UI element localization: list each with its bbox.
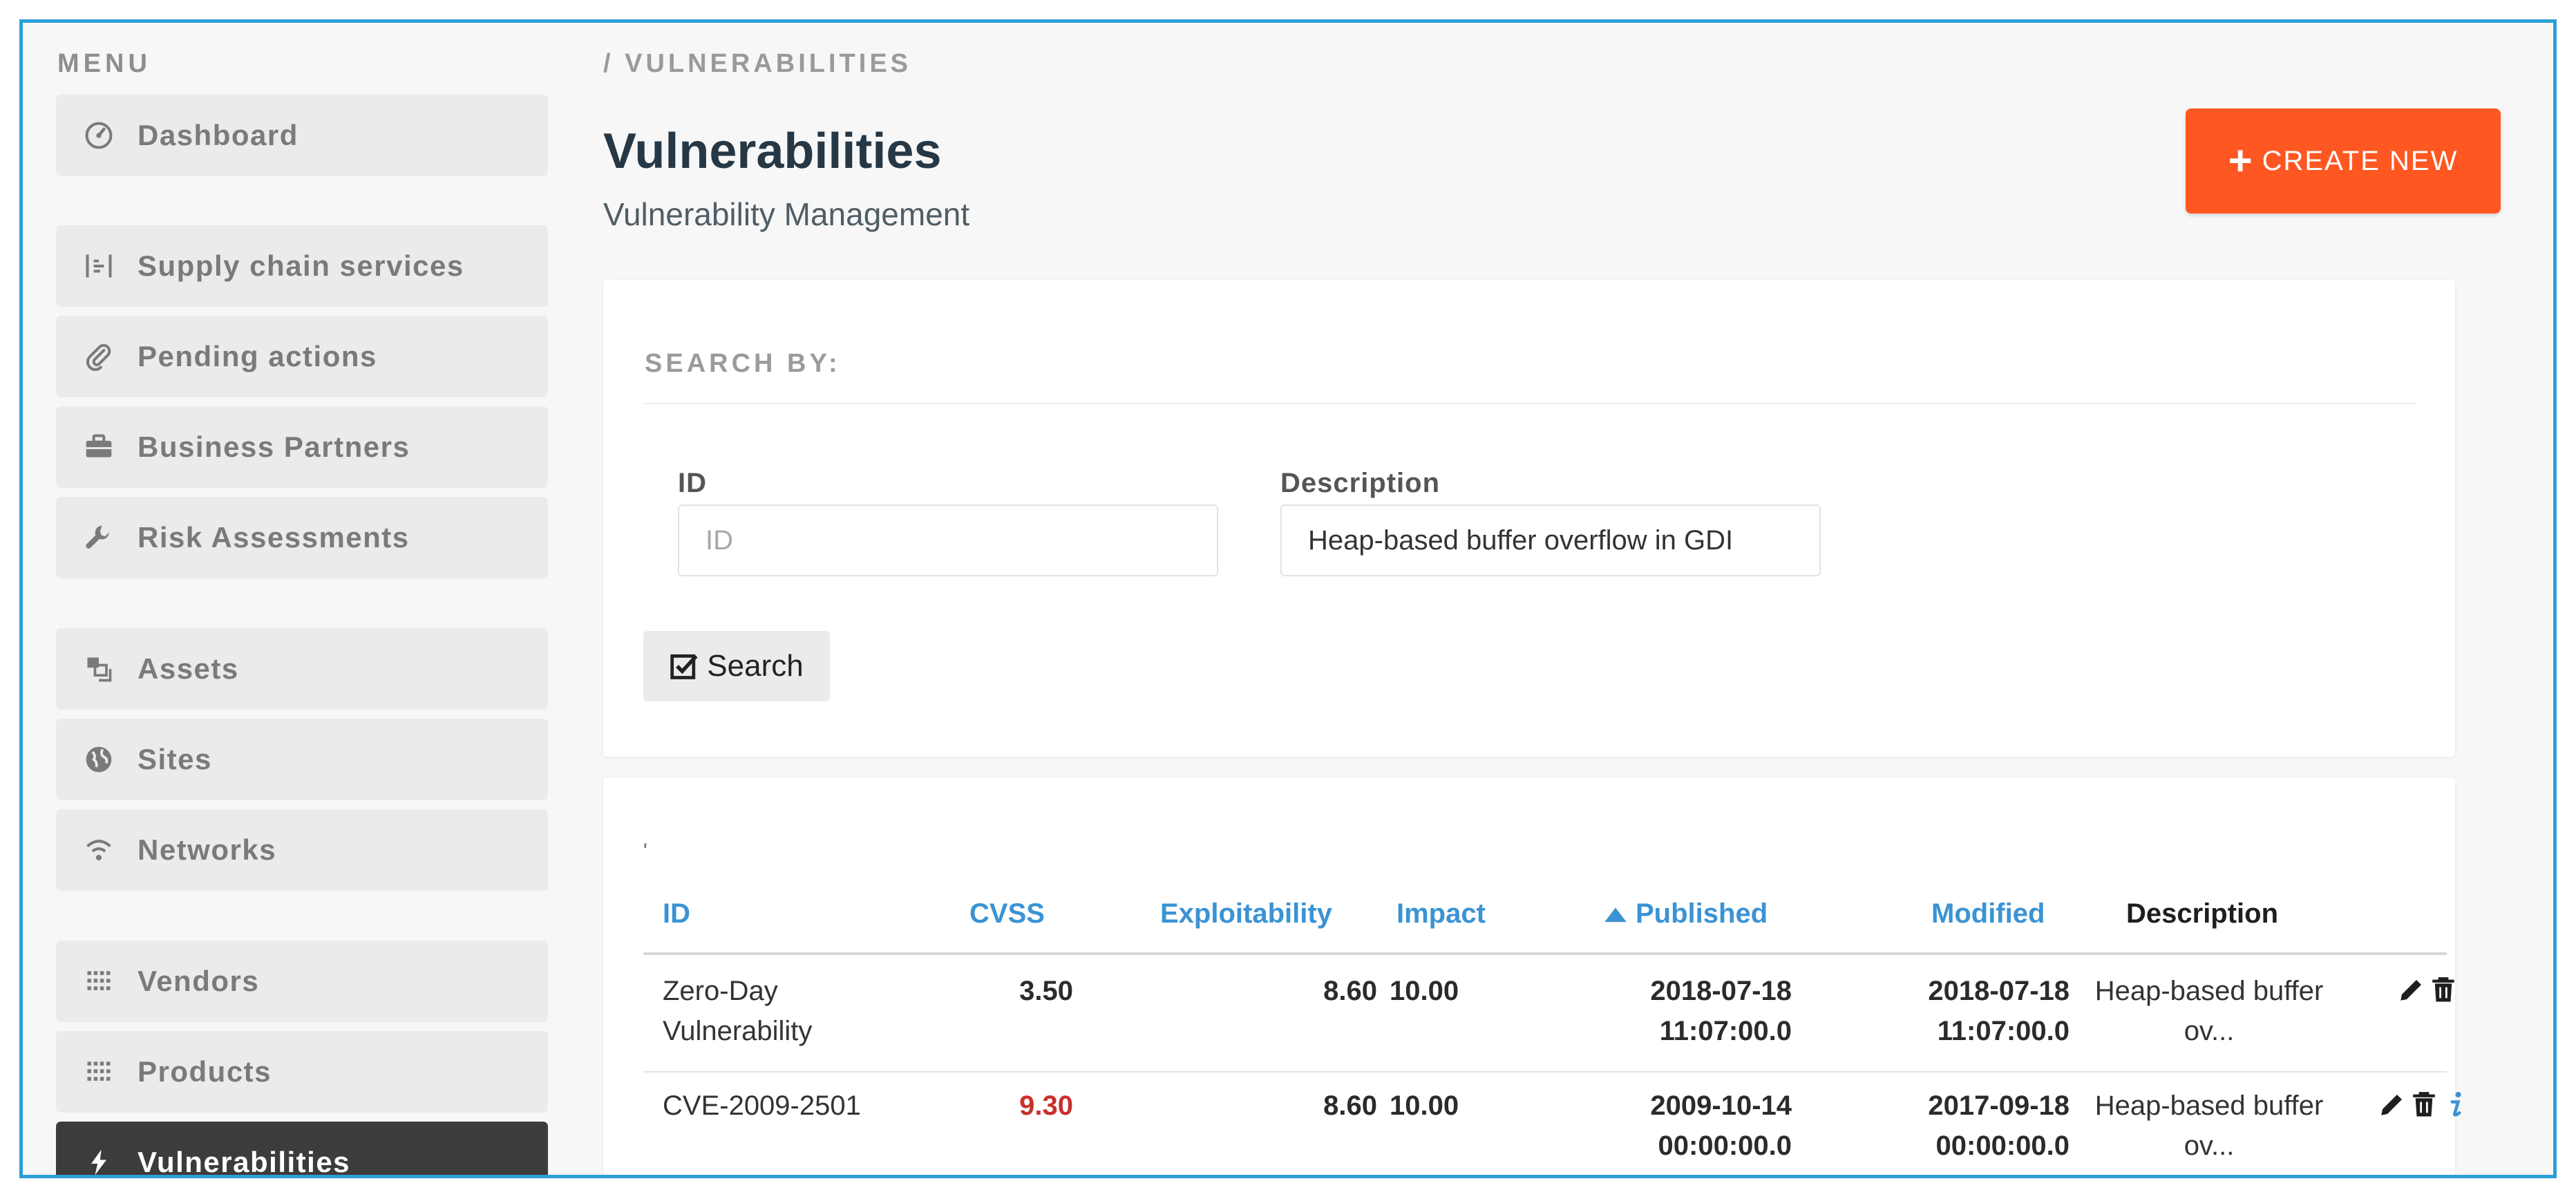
sidebar-item-label: Products [138, 1055, 272, 1088]
column-header-published[interactable]: Published [1602, 898, 1768, 929]
search-button[interactable]: Search [643, 631, 830, 701]
sidebar-item-vulnerabilities[interactable]: Vulnerabilities [56, 1122, 548, 1178]
sidebar-item-label: Vendors [138, 965, 260, 997]
column-header-exploitability[interactable]: Exploitability [1160, 898, 1332, 929]
cell-exploitability: 8.60 [1323, 1091, 1377, 1121]
create-new-button[interactable]: + CREATE NEW [2186, 108, 2501, 214]
app-frame: MENU Dashboard Supply chain services Pen… [19, 19, 2557, 1178]
grid-icon [82, 965, 115, 998]
checkbox-icon [670, 654, 698, 679]
header-divider [643, 952, 2447, 955]
search-panel: SEARCH BY: ID Description Search [603, 280, 2455, 757]
briefcase-icon [82, 431, 115, 464]
cell-exploitability: 8.60 [1323, 976, 1377, 1006]
search-title: SEARCH BY: [645, 349, 841, 378]
cell-impact: 10.00 [1390, 976, 1459, 1006]
row-actions [2378, 1090, 2473, 1119]
sidebar-item-label: Networks [138, 833, 277, 866]
sidebar-item-label: Pending actions [138, 340, 377, 372]
globe-icon [82, 743, 115, 776]
delete-icon[interactable] [2409, 1090, 2438, 1119]
sidebar-item-sites[interactable]: Sites [56, 719, 548, 800]
description-label: Description [1280, 468, 1441, 498]
search-button-label: Search [707, 649, 804, 683]
cell-published: 2009-10-14 00:00:00.0 [1650, 1091, 1792, 1161]
sidebar-item-pending-actions[interactable]: Pending actions [56, 316, 548, 397]
sidebar-item-assets[interactable]: Assets [56, 628, 548, 710]
sidebar-item-networks[interactable]: Networks [56, 809, 548, 891]
cell-modified: 2017-09-18 00:00:00.0 [1928, 1091, 2070, 1161]
grid-icon [82, 1055, 115, 1088]
page-subtitle: Vulnerability Management [603, 196, 970, 232]
sidebar-item-label: Risk Assessments [138, 521, 410, 554]
sidebar-item-label: Assets [138, 652, 239, 685]
sidebar-item-dashboard[interactable]: Dashboard [56, 95, 548, 176]
sidebar-item-business-partners[interactable]: Business Partners [56, 406, 548, 488]
wifi-icon [82, 833, 115, 867]
create-new-label: CREATE NEW [2262, 145, 2459, 176]
plus-icon: + [2228, 138, 2254, 184]
cell-cvss: 9.30 [1019, 1091, 1073, 1121]
paperclip-icon [82, 340, 115, 373]
wrench-icon [82, 521, 115, 554]
cell-description: Heap-based buffer ov... [2094, 1091, 2324, 1161]
sidebar-item-label: Business Partners [138, 431, 410, 463]
sidebar-item-label: Dashboard [138, 119, 299, 151]
edit-icon[interactable] [2397, 975, 2426, 1004]
cell-id: CVE-2009-2501 [663, 1091, 861, 1121]
sidebar-item-label: Vulnerabilities [138, 1146, 351, 1178]
id-input[interactable] [678, 504, 1218, 576]
sidebar-item-vendors[interactable]: Vendors [56, 941, 548, 1022]
assets-icon [82, 652, 115, 686]
column-header-cvss[interactable]: CVSS [969, 898, 1045, 929]
divider [643, 403, 2415, 404]
sort-ascending-icon [1604, 907, 1627, 922]
page-title: Vulnerabilities [603, 124, 942, 179]
breadcrumb: / VULNERABILITIES [603, 49, 912, 78]
sidebar-item-supply-chain[interactable]: Supply chain services [56, 225, 548, 307]
cell-id: Zero-Day Vulnerability [663, 976, 813, 1046]
column-header-label: Published [1636, 898, 1768, 929]
cell-published: 2018-07-18 11:07:00.0 [1650, 976, 1792, 1046]
sidebar-item-label: Sites [138, 743, 212, 775]
id-label: ID [678, 468, 707, 498]
column-header-id[interactable]: ID [663, 898, 690, 929]
cell-impact: 10.00 [1390, 1091, 1459, 1121]
table-marker: ' [643, 840, 647, 862]
description-input[interactable] [1280, 504, 1821, 576]
cell-modified: 2018-07-18 11:07:00.0 [1928, 976, 2070, 1046]
cell-cvss: 3.50 [1019, 976, 1073, 1006]
cell-description: Heap-based buffer ov... [2094, 976, 2324, 1046]
results-table: ' ID CVSS Exploitability Impact Publishe… [603, 777, 2461, 1175]
dashboard-icon [82, 119, 115, 152]
bolt-icon [82, 1146, 115, 1175]
delete-icon[interactable] [2429, 975, 2458, 1004]
edit-icon[interactable] [2378, 1090, 2407, 1119]
sidebar-title: MENU [57, 49, 151, 78]
sidebar-item-products[interactable]: Products [56, 1031, 548, 1113]
row-actions [2397, 975, 2461, 1004]
row-divider [643, 1071, 2447, 1073]
sidebar-item-label: Supply chain services [138, 249, 464, 282]
column-header-description: Description [2126, 898, 2279, 929]
sidebar-item-risk-assessments[interactable]: Risk Assessments [56, 497, 548, 578]
column-header-modified[interactable]: Modified [1931, 898, 2045, 929]
supply-chain-icon [82, 249, 115, 283]
info-icon[interactable] [2441, 1090, 2470, 1119]
column-header-impact[interactable]: Impact [1396, 898, 1486, 929]
